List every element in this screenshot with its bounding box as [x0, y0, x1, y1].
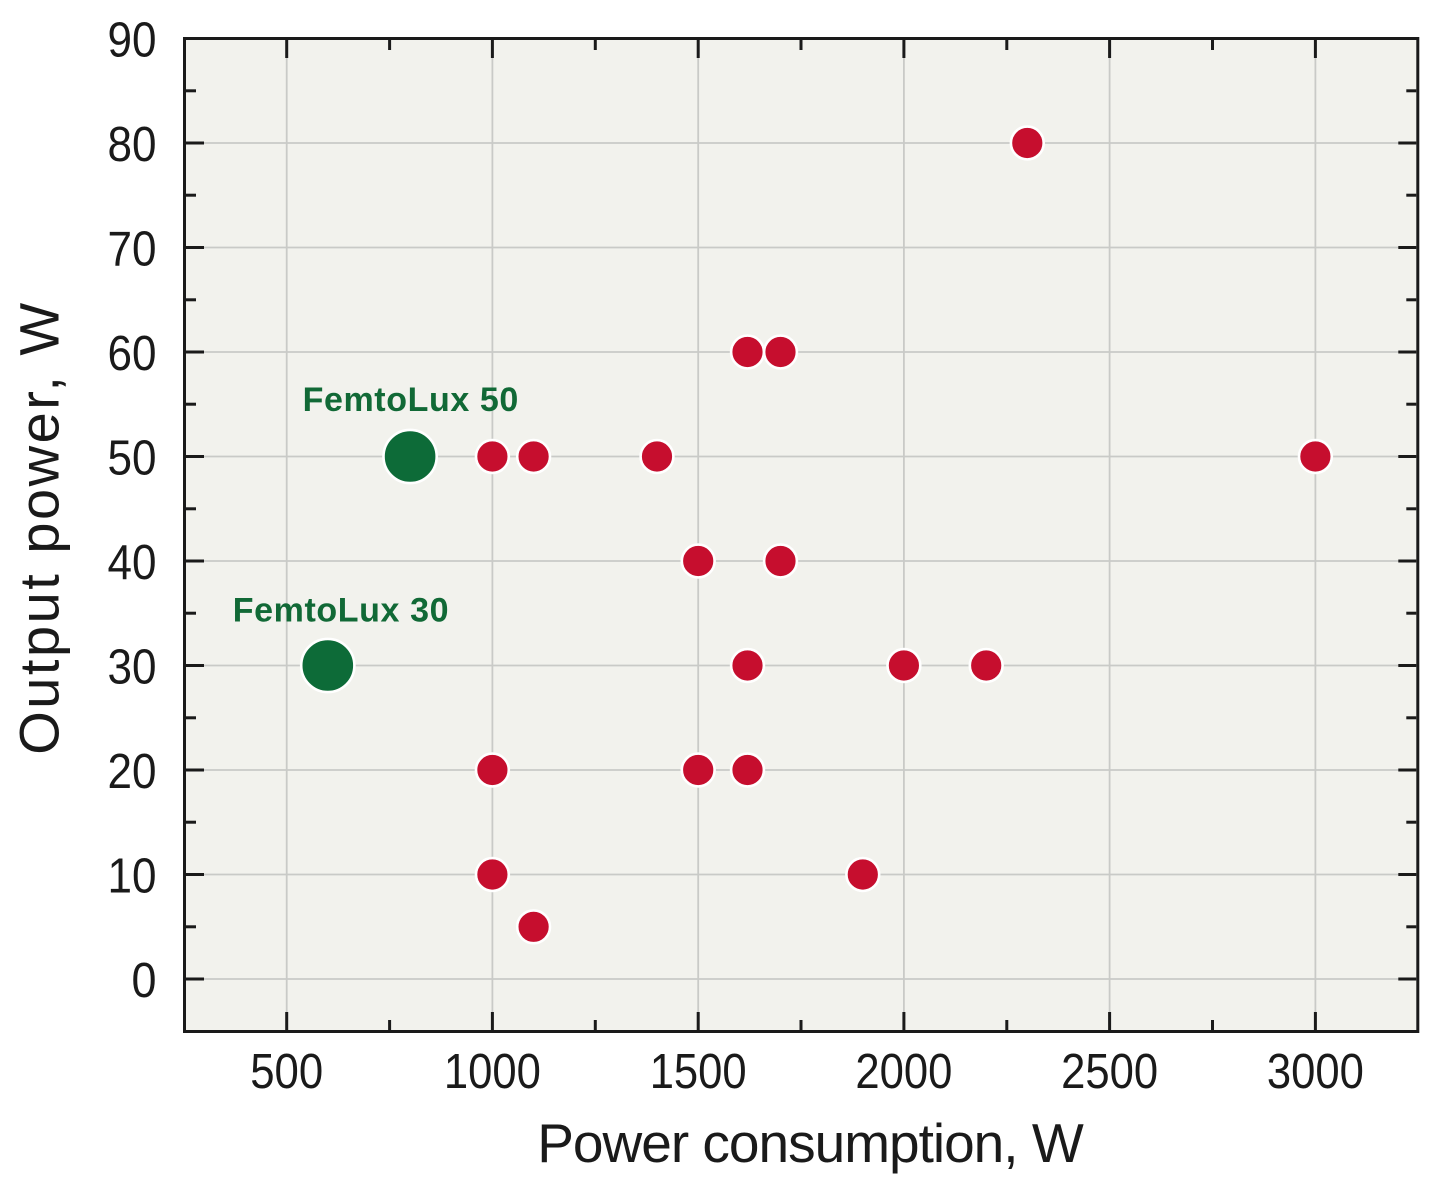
svg-text:1000: 1000 — [444, 1045, 541, 1099]
svg-text:90: 90 — [108, 13, 157, 67]
svg-text:80: 80 — [108, 118, 157, 172]
svg-text:FemtoLux 30: FemtoLux 30 — [233, 592, 449, 630]
svg-text:Power consumption, W: Power consumption, W — [537, 1112, 1084, 1174]
svg-text:10: 10 — [108, 849, 157, 903]
svg-text:20: 20 — [108, 745, 157, 799]
svg-text:1500: 1500 — [650, 1045, 747, 1099]
svg-text:3000: 3000 — [1267, 1045, 1364, 1099]
svg-text:2500: 2500 — [1061, 1045, 1158, 1099]
svg-text:FemtoLux 50: FemtoLux 50 — [303, 381, 519, 419]
svg-text:50: 50 — [108, 431, 157, 485]
svg-text:40: 40 — [108, 536, 157, 590]
svg-text:2000: 2000 — [855, 1045, 952, 1099]
svg-text:30: 30 — [108, 640, 157, 694]
svg-text:60: 60 — [108, 327, 157, 381]
svg-text:70: 70 — [108, 222, 157, 276]
svg-text:Output power, W: Output power, W — [8, 300, 71, 755]
svg-text:500: 500 — [250, 1045, 323, 1099]
svg-text:0: 0 — [132, 954, 157, 1008]
